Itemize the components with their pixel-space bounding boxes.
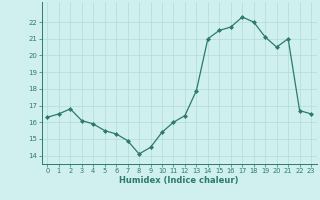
X-axis label: Humidex (Indice chaleur): Humidex (Indice chaleur) [119,176,239,185]
